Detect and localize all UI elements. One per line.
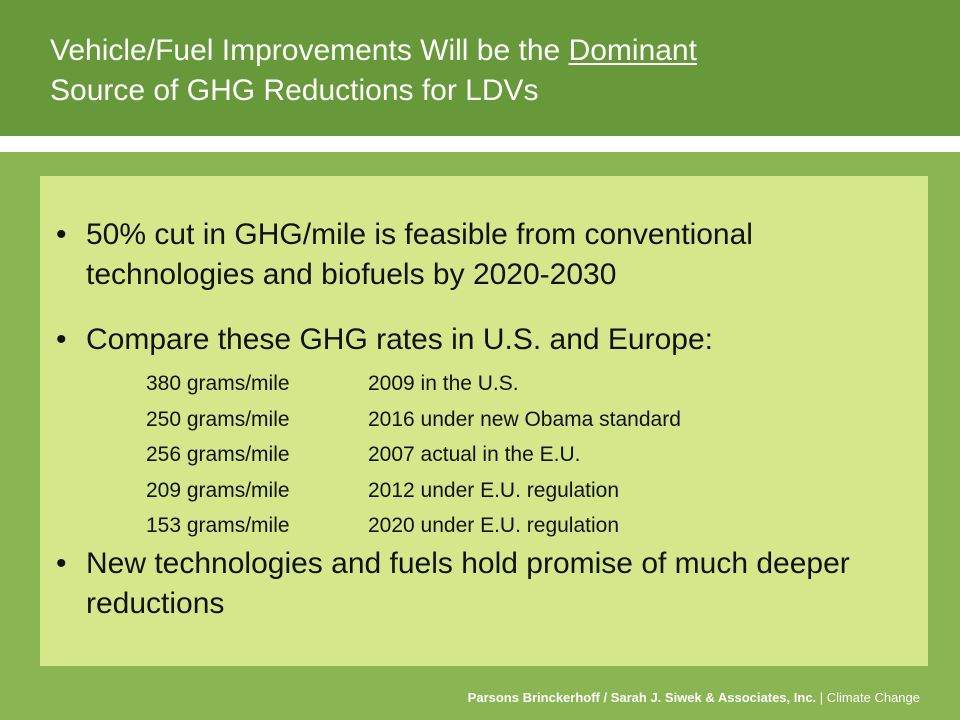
footer-org: Parsons Brinckerhoff / Sarah J. Siwek & … bbox=[467, 690, 817, 705]
rate-description: 2007 actual in the E.U. bbox=[368, 443, 581, 466]
rate-description: 2009 in the U.S. bbox=[368, 372, 519, 395]
divider-stripe bbox=[0, 136, 960, 152]
slide-title: Vehicle/Fuel Improvements Will be the Do… bbox=[50, 31, 930, 111]
title-part2: Source of GHG Reductions for LDVs bbox=[50, 74, 539, 107]
rate-description: 2020 under E.U. regulation bbox=[368, 514, 620, 537]
title-part1: Vehicle/Fuel Improvements Will be the bbox=[50, 34, 569, 67]
rate-value: 250 grams/mile bbox=[146, 407, 290, 431]
rate-description: 2016 under new Obama standard bbox=[368, 407, 681, 431]
bullet-icon: • bbox=[56, 547, 67, 580]
title-emphasis: Dominant bbox=[568, 34, 697, 67]
bullet-item: • Compare these GHG rates in U.S. and Eu… bbox=[56, 320, 916, 360]
rate-value: 256 grams/mile bbox=[146, 443, 290, 466]
content-box: • 50% cut in GHG/mile is feasible from c… bbox=[40, 176, 928, 666]
bullet-icon: • bbox=[56, 218, 67, 251]
bullet-item: • New technologies and fuels hold promis… bbox=[56, 544, 916, 624]
rate-value: 153 grams/mile bbox=[146, 514, 290, 537]
rate-value: 209 grams/mile bbox=[146, 478, 290, 502]
footer-topic: | Climate Change bbox=[816, 690, 920, 705]
bullet-text: New technologies and fuels hold promise … bbox=[86, 547, 850, 620]
rate-description: 2012 under E.U. regulation bbox=[368, 478, 620, 502]
footer: Parsons Brinckerhoff / Sarah J. Siwek & … bbox=[468, 688, 920, 708]
bullet-icon: • bbox=[56, 323, 67, 356]
bullet-text: Compare these GHG rates in U.S. and Euro… bbox=[86, 323, 713, 356]
rate-value: 380 grams/mile bbox=[146, 372, 290, 395]
bullet-item: • 50% cut in GHG/mile is feasible from c… bbox=[56, 215, 916, 295]
bullet-text: 50% cut in GHG/mile is feasible from con… bbox=[86, 218, 753, 291]
title-bar: Vehicle/Fuel Improvements Will be the Do… bbox=[0, 0, 960, 136]
